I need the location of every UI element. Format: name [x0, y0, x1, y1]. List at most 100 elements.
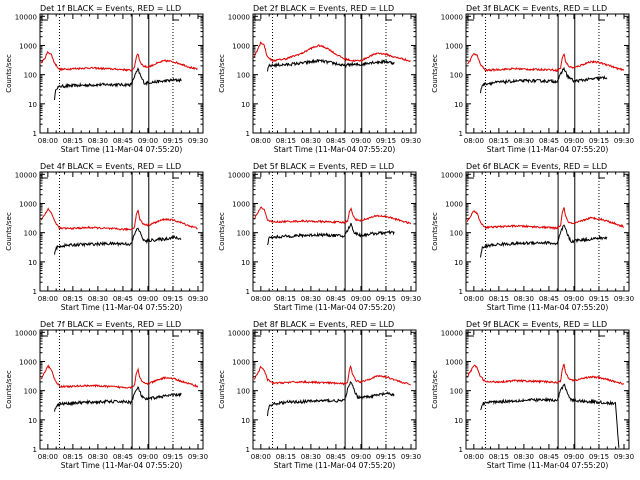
top-marker-bracket — [385, 172, 392, 179]
x-tick-label: 09:30 — [401, 453, 421, 461]
y-tick-label: 10000 — [228, 329, 250, 337]
detector-panel-8: Det 8f BLACK = Events, RED = LLD 1 10 100 10… — [218, 320, 421, 470]
panel-title: Det 4f BLACK = Events, RED = LLD — [40, 162, 181, 171]
x-tick-label: 08:30 — [88, 295, 108, 303]
lld-series-line — [40, 364, 199, 389]
x-tick-label: 08:30 — [301, 137, 321, 145]
top-marker-bracket — [467, 14, 474, 21]
top-marker-bracket — [254, 330, 261, 337]
x-tick-label: 08:30 — [514, 453, 534, 461]
x-tick-label: 09:30 — [188, 295, 208, 303]
y-tick-label: 1 — [246, 130, 250, 138]
x-axis-label: Start Time (11-Mar-04 07:55:20) — [487, 461, 609, 470]
detector-panel-3: Det 3f BLACK = Events, RED = LLD 1 10 100 10… — [431, 4, 634, 154]
top-marker-bracket — [598, 14, 605, 21]
detector-panel-1: Det 1f BLACK = Events, RED = LLD 1 10 100 10… — [5, 4, 208, 154]
x-tick-label: 09:00 — [351, 453, 371, 461]
y-tick-label: 1 — [459, 446, 463, 454]
x-tick-label: 09:15 — [376, 137, 396, 145]
x-tick-label: 09:30 — [614, 453, 634, 461]
top-marker-bracket — [172, 330, 179, 337]
y-tick-label: 10 — [454, 417, 463, 425]
detector-panel-4: Det 4f BLACK = Events, RED = LLD 1 10 100 10… — [5, 162, 208, 312]
plot-frame — [465, 13, 630, 134]
events-series-line — [267, 380, 395, 417]
y-tick-label: 1 — [246, 288, 250, 296]
lld-series-line — [467, 53, 625, 72]
plot-frame — [465, 329, 630, 450]
y-tick-label: 10000 — [441, 171, 463, 179]
detector-panel-2: Det 2f BLACK = Events, RED = LLD 1 10 100 10… — [218, 4, 421, 154]
events-series-line — [267, 58, 395, 72]
events-series-line — [54, 385, 182, 412]
x-tick-label: 09:15 — [589, 453, 609, 461]
plot-frame — [465, 171, 630, 292]
x-tick-label: 08:00 — [251, 137, 271, 145]
events-series-line — [54, 227, 182, 255]
x-tick-label: 08:45 — [113, 137, 133, 145]
x-tick-label: 08:15 — [489, 453, 509, 461]
x-tick-label: 09:15 — [163, 295, 183, 303]
x-tick-label: 09:00 — [138, 295, 158, 303]
x-tick-label: 09:15 — [589, 137, 609, 145]
top-marker-bracket — [254, 14, 261, 21]
y-tick-label: 10 — [241, 259, 250, 267]
x-tick-label: 08:15 — [489, 295, 509, 303]
top-marker-bracket — [467, 330, 474, 337]
panel-title: Det 3f BLACK = Events, RED = LLD — [466, 4, 607, 13]
top-marker-bracket — [172, 172, 179, 179]
y-axis-label: Counts/sec — [431, 212, 439, 251]
y-axis-label: Counts/sec — [218, 212, 226, 251]
events-series-line — [267, 222, 395, 246]
x-tick-label: 09:15 — [589, 295, 609, 303]
y-tick-label: 1 — [459, 288, 463, 296]
top-marker-bracket — [598, 172, 605, 179]
y-tick-label: 100 — [237, 72, 250, 80]
y-axis-label: Counts/sec — [218, 370, 226, 409]
y-tick-label: 1000 — [232, 200, 250, 208]
events-series-line — [480, 383, 620, 448]
x-tick-label: 08:30 — [88, 137, 108, 145]
y-tick-label: 1 — [246, 446, 250, 454]
x-tick-label: 08:15 — [63, 137, 83, 145]
x-tick-label: 09:15 — [163, 453, 183, 461]
x-tick-label: 09:00 — [564, 137, 584, 145]
y-tick-label: 100 — [450, 230, 463, 238]
detector-panel-9: Det 9f BLACK = Events, RED = LLD 1 10 100 10… — [431, 320, 634, 470]
x-tick-label: 08:45 — [113, 295, 133, 303]
x-tick-label: 09:30 — [401, 295, 421, 303]
y-tick-label: 100 — [24, 230, 37, 238]
x-tick-label: 08:45 — [326, 453, 346, 461]
events-series-line — [480, 66, 608, 94]
x-tick-label: 09:00 — [564, 295, 584, 303]
events-series-line — [54, 67, 182, 100]
x-axis-label: Start Time (11-Mar-04 07:55:20) — [274, 461, 396, 470]
y-tick-label: 1000 — [445, 358, 463, 366]
lld-series-line — [40, 50, 198, 72]
y-tick-label: 1000 — [445, 200, 463, 208]
y-axis-label: Counts/sec — [5, 370, 13, 409]
y-tick-label: 10000 — [441, 329, 463, 337]
panel-title: Det 9f BLACK = Events, RED = LLD — [466, 320, 607, 329]
y-tick-label: 100 — [237, 230, 250, 238]
x-tick-label: 08:15 — [63, 295, 83, 303]
y-tick-label: 1000 — [19, 358, 37, 366]
detector-panel-7: Det 7f BLACK = Events, RED = LLD 1 10 100 10… — [5, 320, 208, 470]
x-tick-label: 08:45 — [326, 295, 346, 303]
top-marker-bracket — [172, 14, 179, 21]
x-tick-label: 09:00 — [138, 453, 158, 461]
y-tick-label: 100 — [450, 72, 463, 80]
x-axis-label: Start Time (11-Mar-04 07:55:20) — [61, 303, 183, 312]
top-marker-bracket — [598, 330, 605, 337]
x-tick-label: 08:00 — [464, 295, 484, 303]
x-axis-label: Start Time (11-Mar-04 07:55:20) — [61, 461, 183, 470]
x-tick-label: 09:15 — [376, 295, 396, 303]
y-tick-label: 10000 — [15, 171, 37, 179]
y-tick-label: 10 — [28, 259, 37, 267]
y-tick-label: 10000 — [15, 329, 37, 337]
x-tick-label: 09:15 — [376, 453, 396, 461]
y-tick-label: 10 — [28, 101, 37, 109]
y-tick-label: 1000 — [232, 358, 250, 366]
y-tick-label: 1000 — [445, 42, 463, 50]
